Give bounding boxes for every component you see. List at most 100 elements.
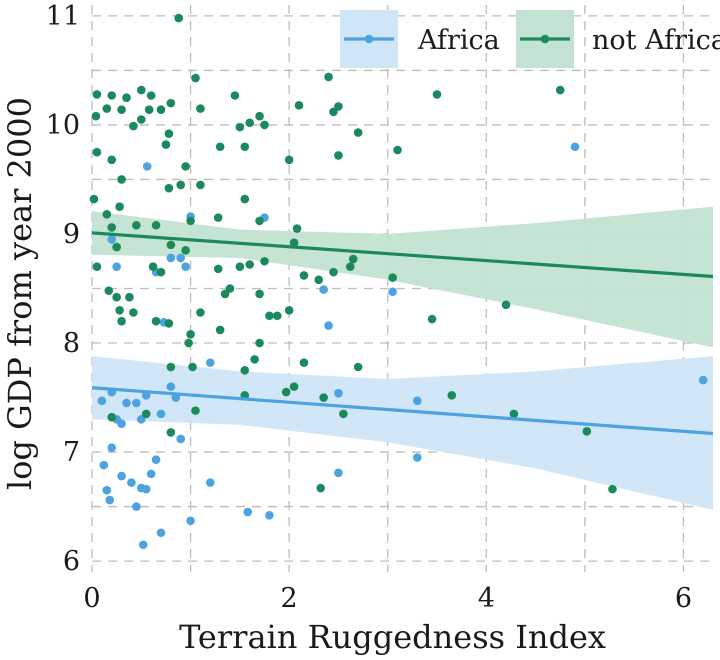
data-point-not-africa	[174, 13, 184, 23]
data-point-not-africa	[319, 393, 328, 402]
data-point-not-africa	[141, 409, 151, 419]
data-point-not-africa	[115, 306, 124, 315]
data-point-africa	[324, 321, 333, 330]
data-point-not-africa	[144, 105, 154, 114]
data-point-not-africa	[447, 391, 457, 400]
data-point-not-africa	[348, 254, 358, 264]
data-point-not-africa	[115, 202, 124, 212]
data-point-africa	[132, 502, 141, 511]
data-point-not-africa	[316, 483, 325, 493]
data-point-not-africa	[284, 155, 294, 165]
data-point-not-africa	[91, 111, 101, 121]
data-point-not-africa	[353, 128, 363, 137]
data-point-not-africa	[191, 406, 200, 415]
data-point-not-africa	[107, 412, 117, 422]
fit-lines	[91, 231, 714, 436]
data-point-africa	[136, 415, 146, 424]
data-point-africa	[138, 540, 148, 550]
data-point-not-africa	[196, 308, 205, 317]
data-point-not-africa	[156, 105, 166, 114]
data-point-not-africa	[151, 316, 161, 326]
data-point-not-africa	[353, 362, 363, 372]
data-point-not-africa	[117, 175, 126, 184]
data-point-not-africa	[345, 262, 355, 271]
data-point-not-africa	[608, 484, 617, 494]
data-point-not-africa	[393, 145, 402, 155]
data-point-not-africa	[220, 289, 230, 299]
data-point-not-africa	[166, 98, 176, 108]
data-point-not-africa	[260, 256, 269, 266]
data-point-not-africa	[250, 355, 259, 364]
data-point-africa	[181, 262, 190, 271]
data-point-not-africa	[112, 242, 121, 252]
data-point-not-africa	[213, 264, 223, 274]
data-point-not-africa	[129, 121, 138, 131]
data-point-africa	[107, 443, 117, 452]
data-point-not-africa	[129, 308, 138, 317]
data-point-africa	[141, 484, 151, 494]
confidence-band-not-africa	[92, 206, 713, 348]
data-point-not-africa	[112, 292, 121, 302]
y-tick-label: 7	[63, 437, 80, 468]
data-point-africa	[388, 287, 397, 297]
fit-line-not-africa	[91, 231, 714, 279]
data-point-africa	[156, 528, 166, 538]
data-point-africa	[122, 398, 131, 408]
data-point-not-africa	[240, 194, 250, 204]
data-point-not-africa	[107, 155, 117, 165]
data-point-not-africa	[148, 262, 158, 271]
data-point-not-africa	[509, 409, 519, 419]
data-point-africa	[151, 455, 161, 464]
data-point-not-africa	[432, 90, 442, 99]
data-point-not-africa	[339, 409, 348, 419]
data-point-not-africa	[166, 428, 176, 437]
x-tick-label: 4	[478, 583, 495, 614]
data-point-not-africa	[329, 267, 338, 277]
data-point-africa	[117, 471, 126, 481]
data-point-africa	[97, 396, 107, 406]
data-points	[89, 13, 708, 550]
data-point-not-africa	[230, 91, 240, 100]
data-point-not-africa	[117, 316, 126, 326]
data-point-not-africa	[164, 129, 174, 138]
data-point-not-africa	[166, 362, 176, 372]
data-point-not-africa	[136, 115, 146, 124]
data-point-not-africa	[215, 325, 225, 335]
data-point-not-africa	[196, 180, 205, 190]
data-point-not-africa	[235, 122, 245, 132]
data-point-not-africa	[89, 194, 99, 204]
fit-line-africa	[91, 386, 714, 436]
legend-label-not-africa: not Africa	[592, 25, 720, 56]
data-point-not-africa	[117, 105, 126, 114]
data-point-not-africa	[213, 213, 223, 222]
data-point-africa	[186, 516, 195, 526]
data-point-not-africa	[176, 180, 186, 190]
data-point-not-africa	[191, 73, 200, 83]
data-point-africa	[265, 511, 274, 520]
data-point-not-africa	[146, 91, 156, 100]
data-point-not-africa	[324, 72, 333, 82]
data-point-not-africa	[166, 240, 176, 250]
data-point-not-africa	[161, 140, 171, 149]
data-point-not-africa	[132, 220, 141, 230]
data-point-not-africa	[122, 93, 131, 102]
data-point-not-africa	[273, 311, 282, 321]
data-point-not-africa	[156, 267, 166, 277]
data-point-not-africa	[299, 271, 309, 280]
data-point-not-africa	[281, 387, 291, 397]
data-point-africa	[698, 375, 708, 385]
data-point-africa	[102, 485, 112, 495]
data-point-africa	[142, 162, 152, 171]
data-point-not-africa	[196, 104, 205, 113]
data-point-not-africa	[388, 273, 397, 282]
data-point-not-africa	[136, 85, 146, 95]
data-point-not-africa	[582, 427, 592, 436]
data-point-africa	[334, 468, 343, 478]
x-axis-title: Terrain Ruggedness Index	[179, 618, 606, 656]
data-point-not-africa	[92, 262, 102, 271]
data-point-not-africa	[260, 120, 269, 130]
data-point-not-africa	[181, 162, 190, 171]
data-point-not-africa	[186, 216, 195, 226]
data-point-not-africa	[289, 382, 299, 391]
